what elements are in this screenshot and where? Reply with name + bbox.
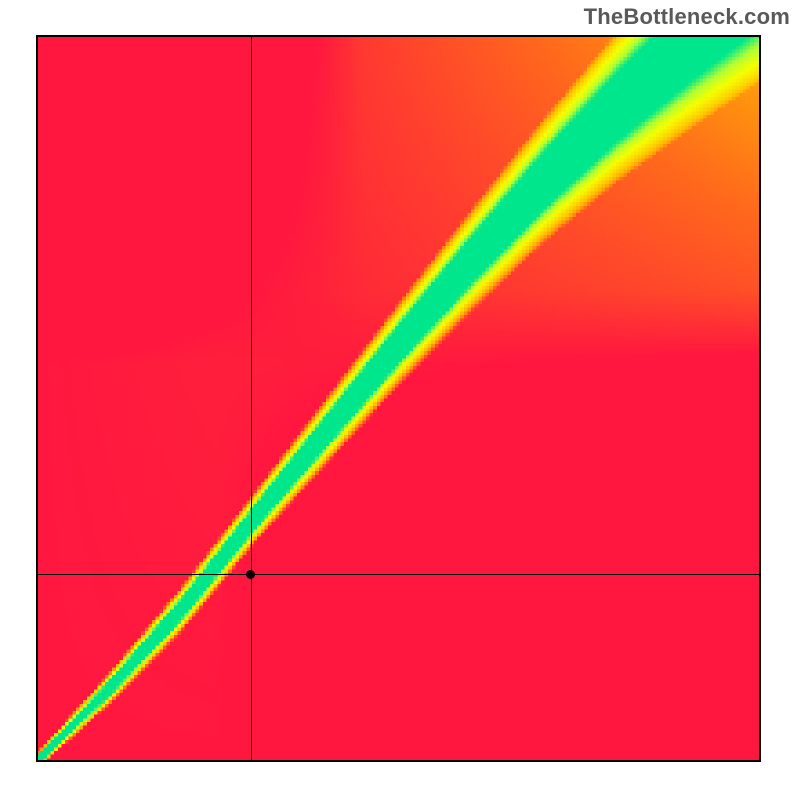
heatmap-plot [36, 35, 761, 762]
heatmap-canvas [36, 35, 761, 762]
watermark-text: TheBottleneck.com [584, 4, 790, 30]
